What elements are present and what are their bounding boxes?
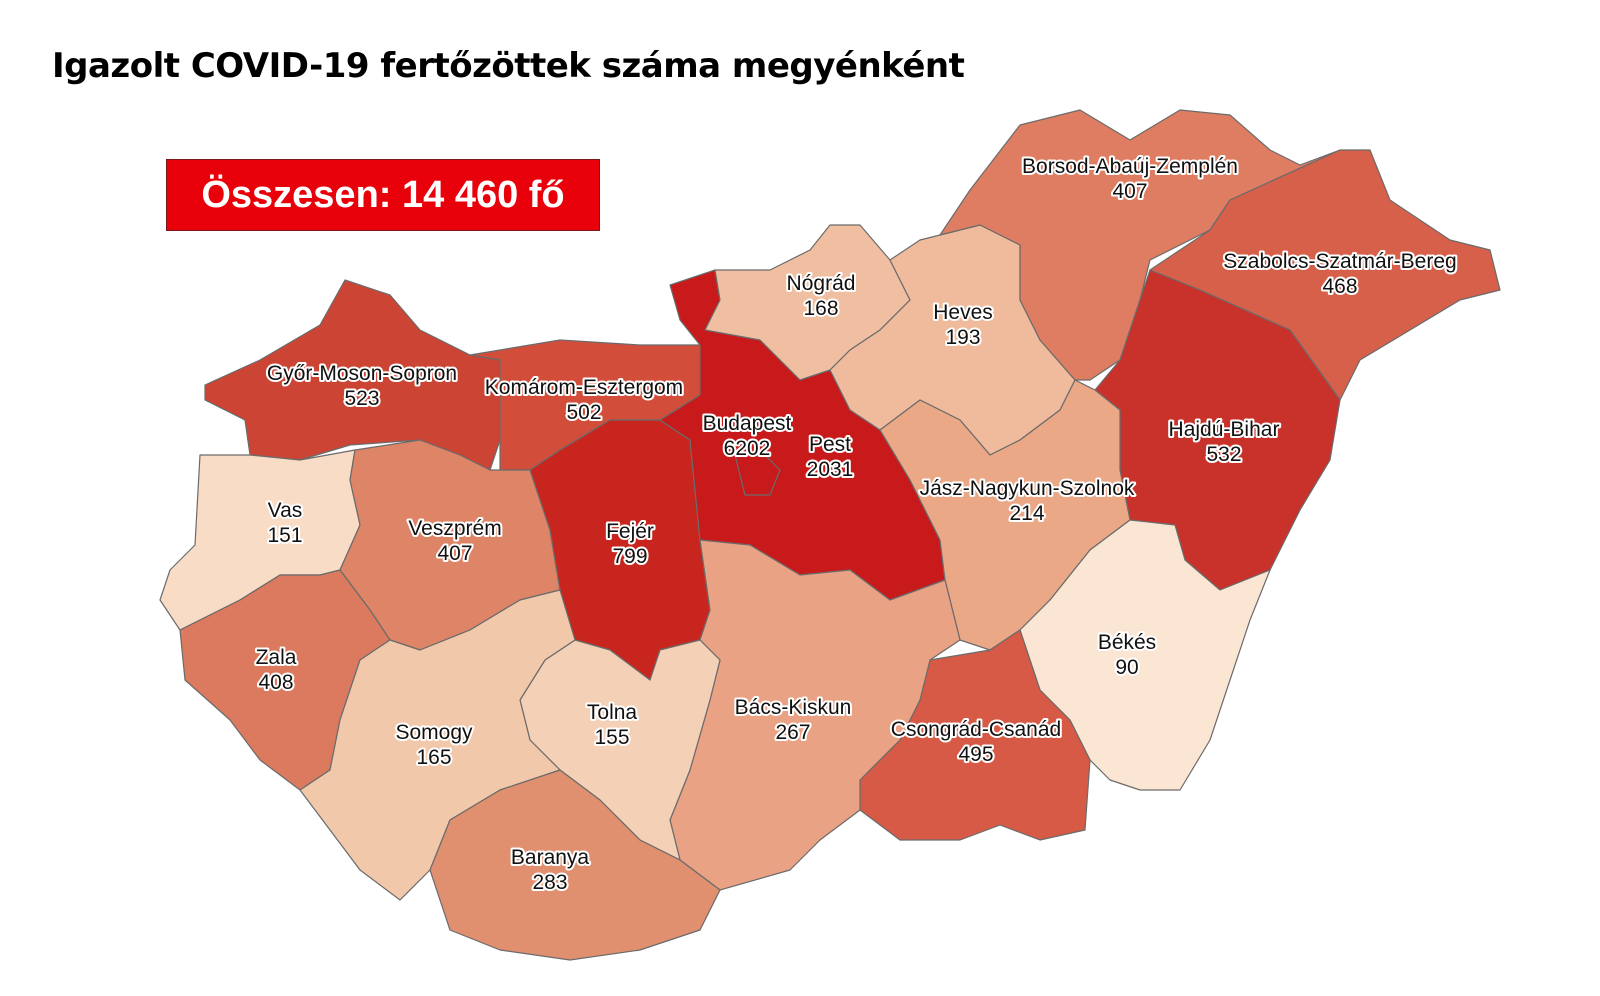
county-baranya xyxy=(429,769,721,961)
county-value-label: 267 xyxy=(775,721,810,744)
county-value-label: 165 xyxy=(416,746,451,769)
county-value-label: 532 xyxy=(1206,443,1241,466)
total-cases-badge: Összesen: 14 460 fő xyxy=(166,159,600,231)
county-value-label: 6202 xyxy=(724,437,771,460)
county-value-label: 468 xyxy=(1322,275,1357,298)
county-value-label: 283 xyxy=(532,871,567,894)
county-name-label: Vas xyxy=(268,499,303,522)
county-name-label: Bács-Kiskun xyxy=(735,696,852,719)
county-value-label: 408 xyxy=(258,671,293,694)
county-value-label: 495 xyxy=(958,743,993,766)
county-gyor-moson-sopron xyxy=(204,279,501,471)
county-value-label: 407 xyxy=(1112,180,1147,203)
county-budapest xyxy=(734,449,781,496)
county-name-label: Borsod-Abaúj-Zemplén xyxy=(1022,155,1238,178)
county-value-label: 90 xyxy=(1115,656,1138,679)
county-name-label: Budapest xyxy=(703,412,792,435)
county-value-label: 193 xyxy=(945,326,980,349)
county-name-label: Veszprém xyxy=(408,517,501,540)
county-name-label: Jász-Nagykun-Szolnok xyxy=(920,477,1135,500)
county-value-label: 502 xyxy=(566,401,601,424)
map-title: Igazolt COVID-19 fertőzöttek száma megyé… xyxy=(52,46,965,86)
county-name-label: Csongrád-Csanád xyxy=(891,718,1061,741)
county-name-label: Békés xyxy=(1098,631,1156,654)
county-name-label: Tolna xyxy=(587,701,638,724)
county-name-label: Szabolcs-Szatmár-Bereg xyxy=(1223,250,1456,273)
county-value-label: 151 xyxy=(267,524,302,547)
county-name-label: Hajdú-Bihar xyxy=(1169,418,1280,441)
county-name-label: Győr-Moson-Sopron xyxy=(267,362,457,385)
county-name-label: Pest xyxy=(809,433,851,456)
county-value-label: 2031 xyxy=(807,458,854,481)
county-value-label: 168 xyxy=(803,297,838,320)
county-name-label: Somogy xyxy=(395,721,473,744)
county-name-label: Baranya xyxy=(511,846,590,869)
county-value-label: 155 xyxy=(594,726,629,749)
county-name-label: Zala xyxy=(256,646,297,669)
county-name-label: Heves xyxy=(933,301,993,324)
county-bekes xyxy=(1019,519,1271,791)
county-value-label: 523 xyxy=(344,387,379,410)
county-value-label: 214 xyxy=(1009,502,1044,525)
county-name-label: Nógrád xyxy=(787,272,856,295)
county-value-label: 799 xyxy=(612,545,647,568)
county-name-label: Fejér xyxy=(606,520,654,543)
county-value-label: 407 xyxy=(437,542,472,565)
county-name-label: Komárom-Esztergom xyxy=(485,376,683,399)
